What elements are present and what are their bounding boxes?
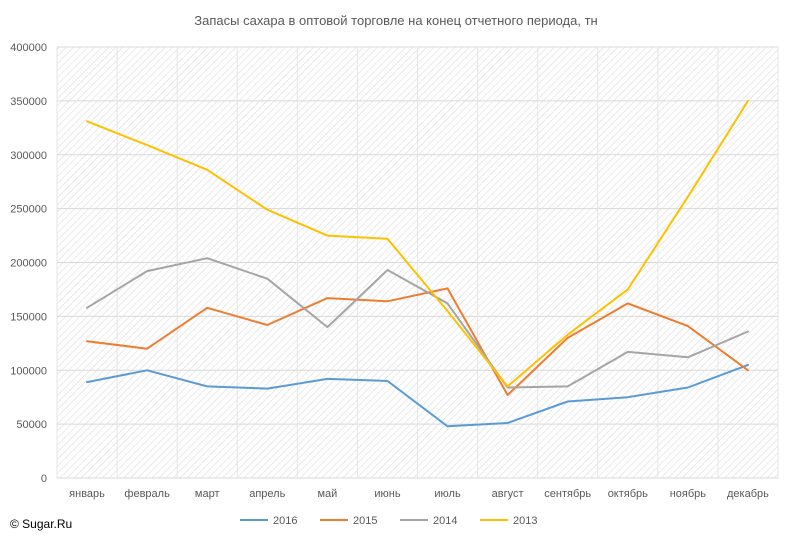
x-tick-label: май [317,488,337,500]
y-tick-label: 100000 [10,365,47,377]
series-line-2014 [86,257,749,389]
series-line-2015 [86,287,749,396]
x-tick-label: июль [434,488,461,500]
x-tick-label: июнь [374,488,400,500]
x-tick-label: август [492,488,524,500]
y-tick-label: 300000 [10,150,47,162]
series-line-2013 [86,99,749,388]
legend-label-2015: 2015 [353,515,377,527]
x-tick-label: март [195,488,220,500]
legend-label-2013: 2013 [513,515,537,527]
y-tick-label: 250000 [10,204,47,216]
y-tick-label: 0 [41,473,47,485]
y-tick-label: 350000 [10,96,47,108]
y-tick-label: 50000 [16,419,47,431]
x-tick-label: апрель [249,488,285,500]
legend-label-2016: 2016 [273,515,297,527]
x-tick-label: декабрь [727,488,769,500]
x-tick-label: сентябрь [544,488,591,500]
y-tick-label: 200000 [10,258,47,270]
x-tick-label: ноябрь [670,488,707,500]
legend-label-2014: 2014 [433,515,457,527]
series-line-2016 [86,363,749,428]
y-tick-label: 150000 [10,311,47,323]
x-tick-label: октябрь [608,488,648,500]
x-tick-label: январь [69,488,105,500]
chart-title: Запасы сахара в оптовой торговле на коне… [194,13,597,28]
x-tick-label: февраль [124,488,170,500]
copyright-text: © Sugar.Ru [10,517,73,531]
y-tick-label: 400000 [10,42,47,54]
